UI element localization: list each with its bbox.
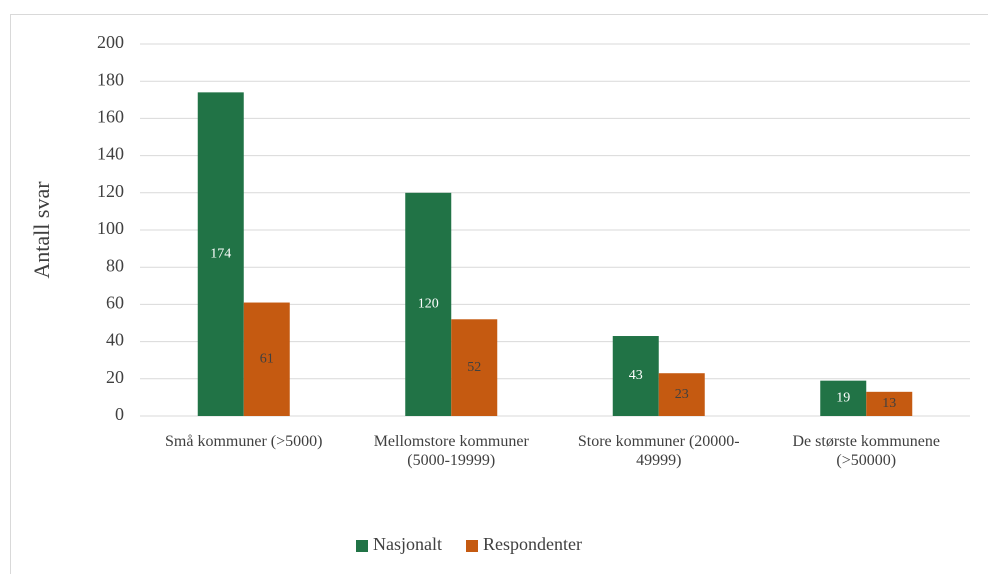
legend-swatch [466,540,478,552]
data-label: 61 [260,351,274,366]
y-tick-label: 80 [106,255,124,275]
y-tick-label: 140 [97,144,124,164]
x-tick-label: Store kommuner (20000-49999) [577,433,740,469]
y-tick-label: 60 [106,293,124,313]
data-label: 174 [210,246,231,261]
data-label: 13 [882,396,896,411]
data-label: 23 [675,387,689,402]
bar [820,380,867,416]
bar [243,302,290,416]
legend-swatch [356,540,368,552]
y-tick-label: 200 [97,32,124,52]
x-tick-label: Små kommuner (>5000) [165,433,323,450]
bar [612,336,659,416]
bar [197,92,244,417]
x-tick-label: De største kommunene (>50000) [792,433,941,469]
x-tick-label: Mellomstore kommuner (5000-19999) [373,433,529,469]
legend-label: Respondenter [483,534,582,554]
y-axis-title: Antall svar [29,181,54,279]
y-tick-label: 40 [106,330,124,350]
y-tick-label: 120 [97,181,124,201]
data-label: 19 [836,391,850,406]
y-tick-label: 0 [115,404,124,424]
bar [658,373,705,416]
data-label: 43 [629,368,643,383]
data-label: 52 [467,360,481,375]
y-tick-label: 20 [106,367,124,387]
y-tick-label: 180 [97,69,124,89]
bar [866,391,913,416]
bar [405,192,452,416]
bar [451,319,498,416]
data-label: 120 [418,297,439,312]
y-tick-label: 100 [97,218,124,238]
y-tick-label: 160 [97,107,124,127]
legend-label: Nasjonalt [373,534,442,554]
chart-frame [10,14,988,574]
